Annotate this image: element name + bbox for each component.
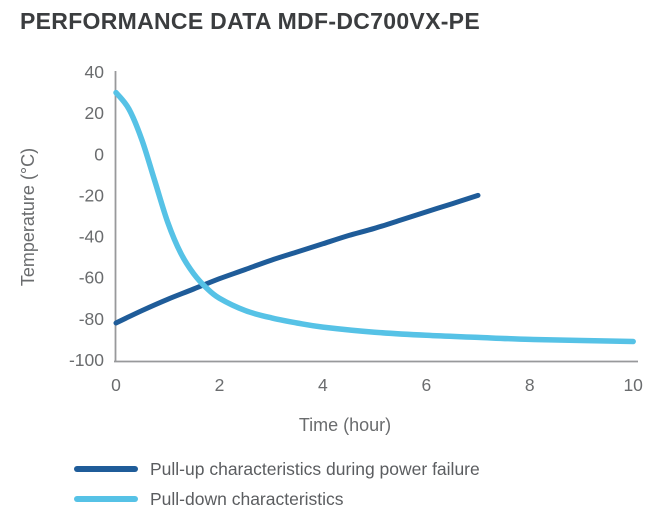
axis-ticks: 40 20 0 -20 -40 -60 -80 -100 0 2 4 6 8 10 [69, 62, 643, 395]
pull-down-line [113, 89, 636, 345]
legend-item-pull-up: Pull-up characteristics during power fai… [74, 454, 480, 484]
x-tick-label: 4 [318, 375, 328, 395]
x-axis-title: Time (hour) [299, 415, 391, 435]
y-tick-label: 0 [94, 144, 104, 164]
y-tick-label: 40 [85, 62, 105, 82]
legend-swatch-pull-up [74, 466, 138, 472]
y-tick-label: -100 [69, 350, 104, 370]
legend-label-pull-down: Pull-down characteristics [150, 488, 344, 509]
legend-swatch-pull-down [74, 496, 138, 502]
y-tick-label: -60 [79, 268, 105, 288]
legend: Pull-up characteristics during power fai… [74, 454, 480, 514]
y-tick-label: 20 [85, 103, 105, 123]
x-tick-label: 6 [421, 375, 431, 395]
x-tick-label: 2 [215, 375, 225, 395]
x-tick-label: 8 [525, 375, 535, 395]
y-tick-label: -80 [79, 309, 105, 329]
series-lines [113, 89, 636, 345]
legend-item-pull-down: Pull-down characteristics [74, 484, 480, 514]
y-axis-title: Temperature (°C) [18, 148, 38, 286]
x-tick-label: 10 [623, 375, 643, 395]
plot-area: 40 20 0 -20 -40 -60 -80 -100 0 2 4 6 8 10 Temperature… [18, 62, 643, 435]
y-tick-label: -20 [79, 185, 105, 205]
y-tick-label: -40 [79, 227, 105, 247]
x-tick-label: 0 [111, 375, 121, 395]
pull-up-line [113, 192, 481, 326]
legend-label-pull-up: Pull-up characteristics during power fai… [150, 458, 480, 479]
chart-title: PERFORMANCE DATA MDF-DC700VX-PE [20, 8, 480, 34]
